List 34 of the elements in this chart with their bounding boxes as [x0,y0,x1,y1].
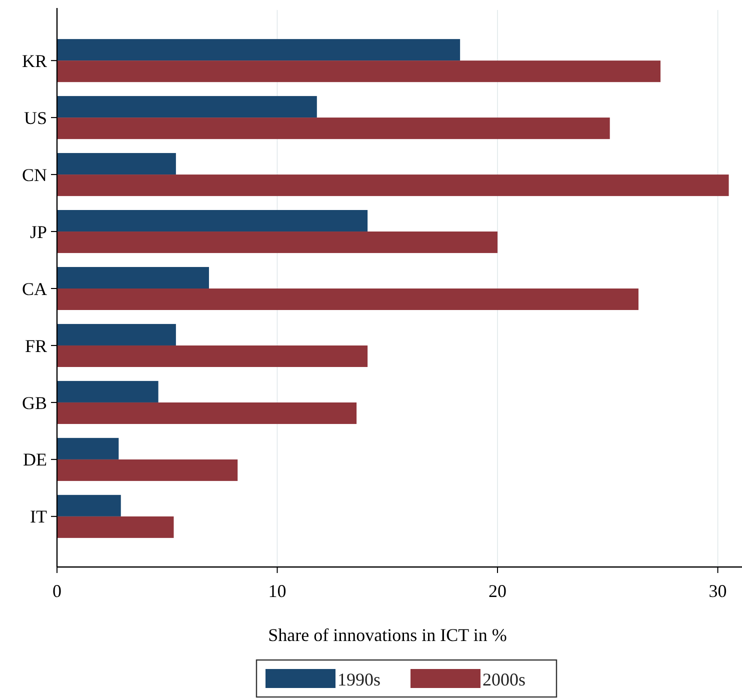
bar [57,266,209,288]
bar [57,174,729,196]
bar [57,402,357,424]
bar [57,210,368,232]
bar [57,288,638,310]
y-tick-label: JP [30,222,47,242]
y-tick-label: GB [22,392,47,413]
bar [57,39,460,61]
bar [57,324,176,346]
legend-label: 2000s [482,669,526,690]
y-tick-label: KR [22,50,47,71]
bar [57,345,368,367]
bar [57,60,661,82]
bar [57,459,238,481]
x-tick-label: 0 [52,581,62,601]
x-axis-title: Share of innovations in ICT in % [268,625,507,645]
bar [57,438,119,460]
bar [57,96,317,118]
bar [57,494,121,516]
y-tick-label: IT [30,506,47,527]
x-tick-label: 30 [708,581,727,601]
bar [57,380,158,402]
x-tick-label: 10 [268,581,286,601]
bar [57,153,176,175]
legend-label: 1990s [338,669,381,690]
bar [57,516,174,538]
bar [57,232,498,254]
y-tick-label: CN [22,164,47,185]
x-tick-label: 20 [488,581,507,601]
y-tick-label: CA [22,278,47,299]
y-tick-label: DE [23,450,47,470]
bar [57,118,610,140]
y-tick-label: US [24,108,47,128]
y-tick-label: FR [24,336,47,356]
